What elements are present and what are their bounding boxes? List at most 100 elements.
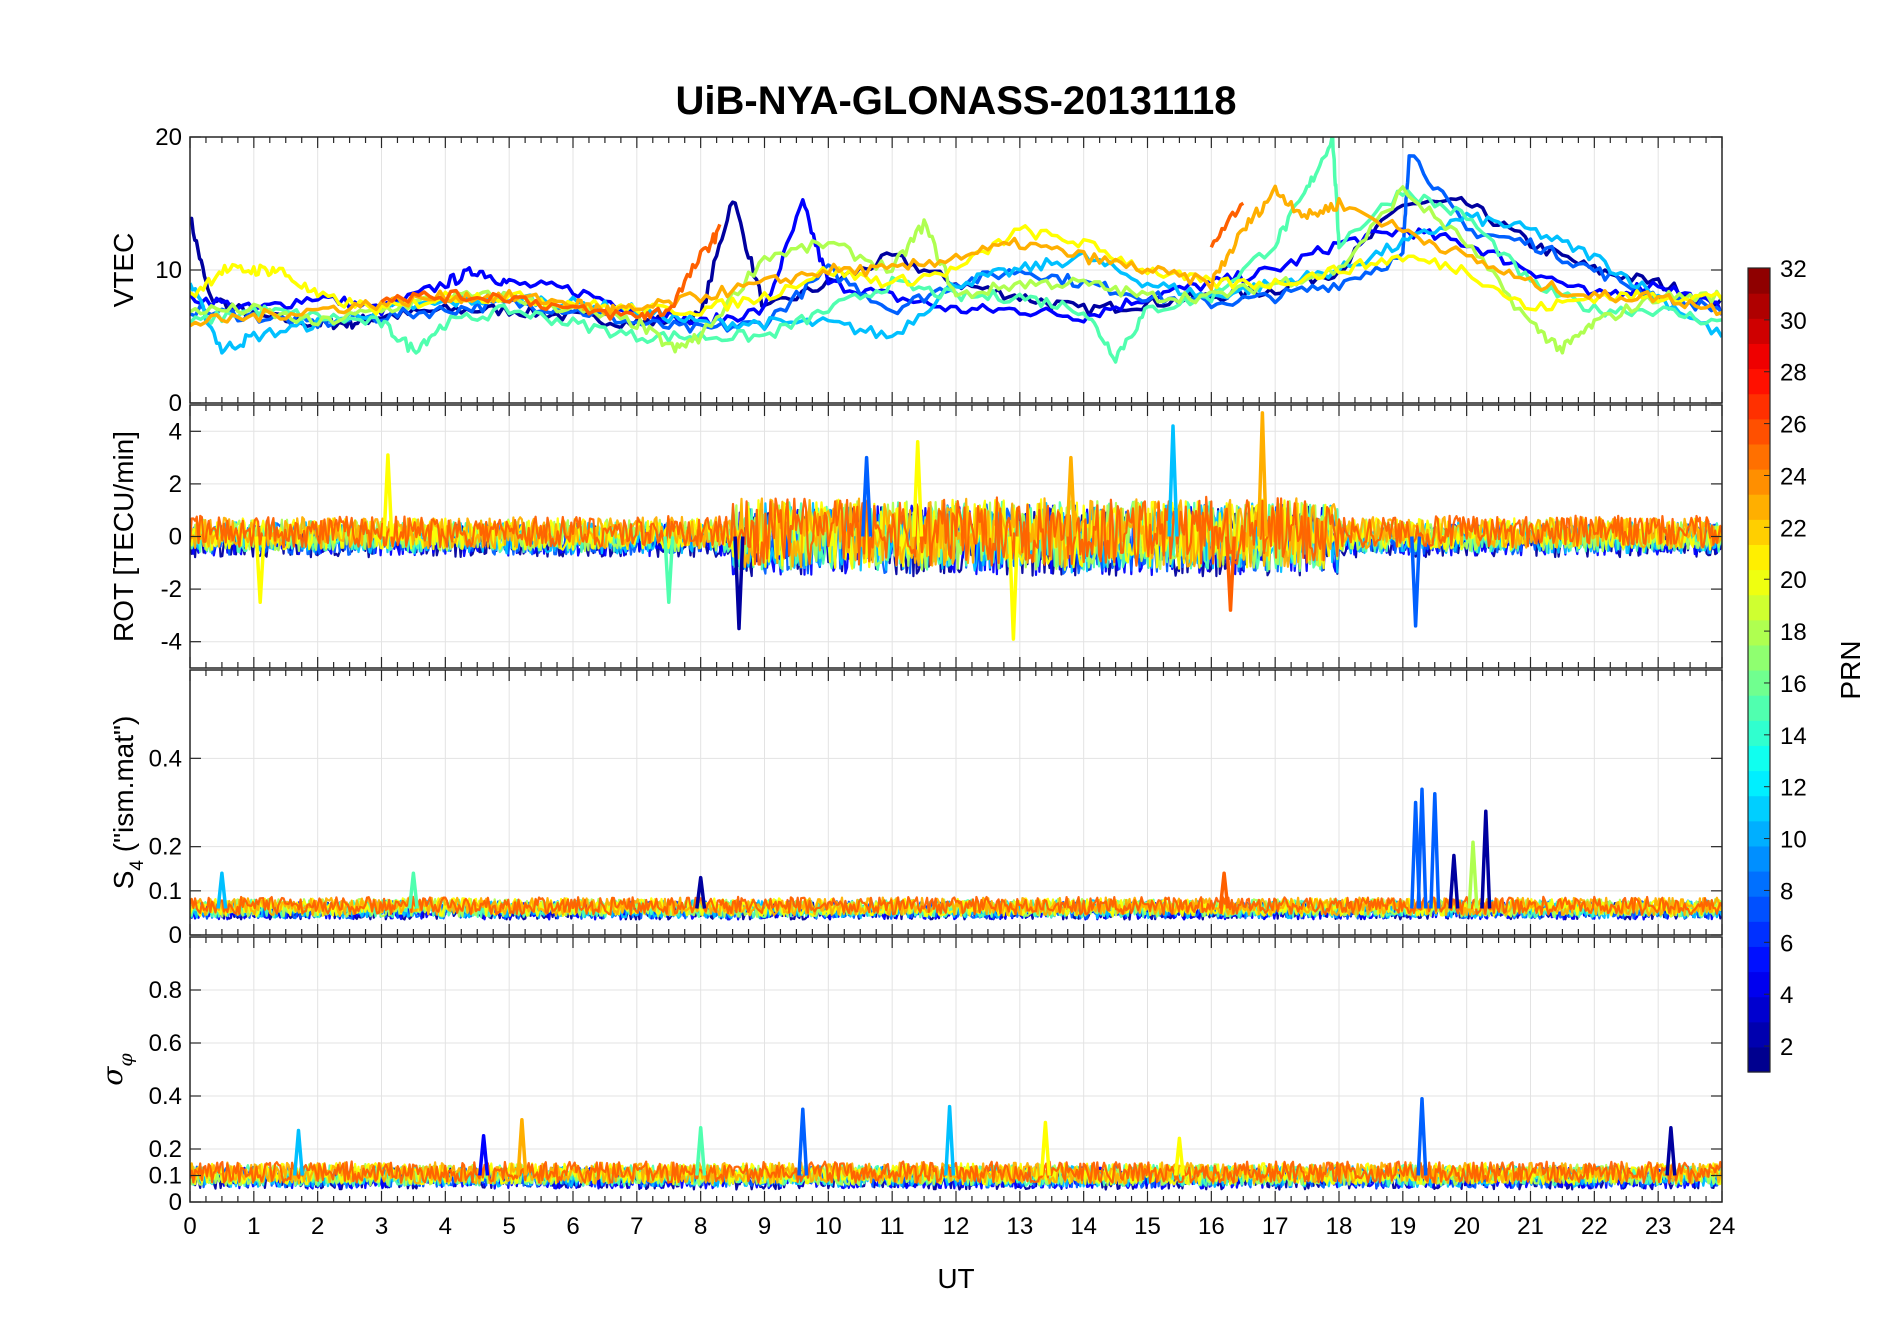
colorbar-tick-label: 8: [1780, 878, 1793, 905]
y-tick-label: 0.1: [149, 878, 182, 905]
series-prn-20: [190, 224, 1722, 317]
colorbar-band: [1748, 670, 1770, 696]
series-prn-12: [190, 211, 1722, 355]
series-prn-4: [190, 198, 1722, 329]
y-tick-label: 0: [169, 1189, 182, 1216]
colorbar-tick-label: 16: [1780, 671, 1807, 698]
ticks-rot: [189, 405, 1723, 668]
colorbar-band: [1748, 293, 1770, 319]
spike: [478, 1134, 490, 1176]
ylabel-sub: 4: [127, 860, 148, 871]
x-tick-label: 11: [880, 1213, 905, 1240]
series-prn-16: [190, 137, 1722, 364]
x-tick-label: 17: [1262, 1213, 1289, 1240]
colorbar-band: [1748, 619, 1770, 646]
spike: [254, 536, 266, 605]
colorbar-band: [1748, 644, 1770, 671]
spike: [1665, 1126, 1677, 1176]
y-tick-label: 0.4: [149, 745, 182, 772]
colorbar-band: [1748, 268, 1770, 294]
y-tick-label: 0.1: [149, 1163, 182, 1190]
noise-trace: [190, 1160, 1722, 1184]
colorbar-band: [1748, 770, 1770, 797]
series-prn-8: [190, 154, 1722, 334]
y-tick-label: 2: [169, 471, 182, 498]
y-tick-label: -2: [161, 576, 182, 603]
colorbar-band: [1748, 443, 1770, 470]
colorbar-band: [1748, 720, 1770, 746]
plot-area-s4: [190, 787, 1722, 921]
x-tick-label: 3: [375, 1213, 388, 1240]
x-tick-label: 0: [183, 1213, 196, 1240]
y-tick-label: 0.8: [149, 977, 182, 1004]
spike: [407, 871, 419, 909]
spike: [861, 455, 873, 537]
spike: [1256, 411, 1268, 537]
y-axis-label-vtec: VTEC: [108, 233, 139, 308]
spike: [663, 536, 675, 605]
colorbar-band: [1748, 544, 1770, 571]
colorbar-tick-label: 20: [1780, 567, 1807, 594]
colorbar-band: [1748, 343, 1770, 370]
colorbar-band: [1748, 795, 1770, 822]
spike: [695, 1126, 707, 1176]
spike: [1467, 840, 1479, 909]
ylabel-rest: ("ism.mat"): [108, 716, 139, 860]
colorbar-tick-label: 22: [1780, 515, 1807, 542]
colorbar-label: PRN: [1835, 640, 1866, 699]
y-tick-label: 0: [169, 524, 182, 551]
x-tick-label: 6: [566, 1213, 579, 1240]
plot-area-vtec: [190, 137, 1722, 364]
colorbar-band: [1748, 745, 1770, 772]
colorbar-band: [1748, 594, 1770, 621]
y-tick-label: 0.2: [149, 834, 182, 861]
colorbar-tick-label: 24: [1780, 463, 1807, 490]
chart-title: UiB-NYA-GLONASS-20131118: [676, 79, 1237, 123]
colorbar-band: [1748, 896, 1770, 922]
y-axis-label-s4: S4 ("ism.mat"): [108, 716, 148, 890]
x-tick-label: 14: [1070, 1213, 1097, 1240]
colorbar-band: [1748, 393, 1770, 420]
colorbar-tick-label: 30: [1780, 308, 1807, 335]
spike: [1039, 1120, 1051, 1176]
y-tick-label: 4: [169, 418, 182, 445]
noise-trace: [190, 895, 1722, 916]
x-tick-label: 4: [439, 1213, 452, 1240]
y-axis-label-sigma: σφ: [96, 1053, 137, 1086]
spike: [1218, 871, 1230, 909]
y-tick-label: 0: [169, 390, 182, 417]
colorbar-tick-label: 26: [1780, 412, 1807, 439]
ylabel-main: σ: [96, 1066, 129, 1086]
spike: [1480, 809, 1492, 909]
panel-s4: 00.10.20.4S4 ("ism.mat"): [108, 669, 1723, 949]
colorbar-band: [1748, 971, 1770, 998]
colorbar-band: [1748, 469, 1770, 495]
spike: [1173, 1136, 1185, 1176]
x-tick-label: 24: [1709, 1213, 1736, 1240]
colorbar-band: [1748, 519, 1770, 545]
y-axis-label-rot: ROT [TECU/min]: [108, 431, 139, 642]
spike: [912, 440, 924, 537]
spike: [1416, 1096, 1428, 1176]
ticks-vtec: [189, 136, 1723, 404]
x-tick-label: 1: [247, 1213, 260, 1240]
x-tick-label: 21: [1517, 1213, 1544, 1240]
x-tick-label: 16: [1198, 1213, 1225, 1240]
colorbar-band: [1748, 695, 1770, 721]
spike: [944, 1104, 956, 1176]
colorbar-band: [1748, 368, 1770, 395]
ticks-s4: [189, 670, 1723, 936]
colorbar-tick-label: 10: [1780, 827, 1807, 854]
colorbar-tick-label: 4: [1780, 982, 1793, 1009]
colorbar-tick-label: 28: [1780, 360, 1807, 387]
x-tick-label: 18: [1326, 1213, 1353, 1240]
plot-area-rot: [190, 411, 1722, 641]
x-tick-label: 20: [1453, 1213, 1480, 1240]
spike: [1007, 536, 1020, 641]
colorbar-tick-label: 14: [1780, 723, 1807, 750]
spike: [695, 875, 707, 909]
spike: [797, 1107, 809, 1176]
colorbar-tick-label: 2: [1780, 1034, 1793, 1061]
